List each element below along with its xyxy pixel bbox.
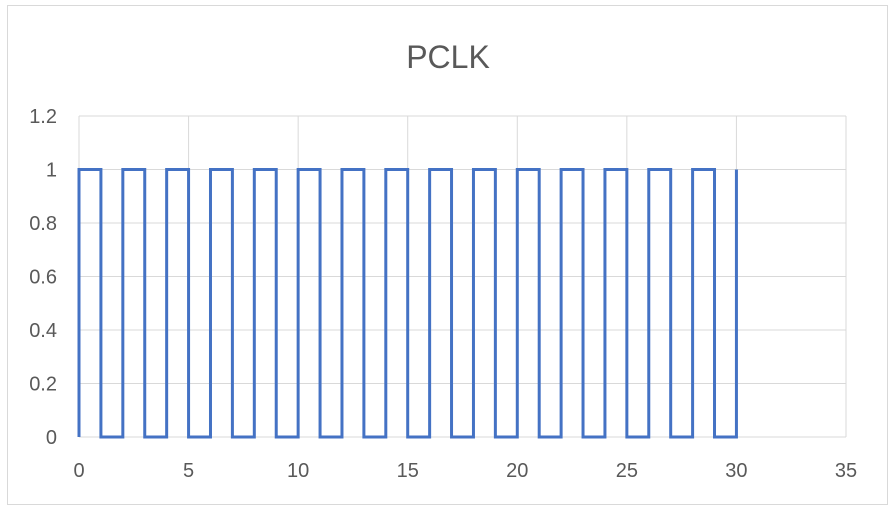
- x-tick-label: 5: [183, 460, 194, 482]
- series-layer: [77, 168, 738, 439]
- x-axis-ticks: 0 5 10 15 20 25 30 35: [73, 460, 857, 482]
- gridlines: [78, 115, 847, 438]
- x-tick-label: 10: [287, 460, 309, 482]
- y-tick-label: 1.2: [29, 106, 57, 128]
- y-tick-label: 0.2: [29, 374, 57, 396]
- y-tick-label: 0: [46, 427, 57, 449]
- y-axis-ticks: 0 0.2 0.4 0.6 0.8 1 1.2: [29, 106, 57, 449]
- y-tick-label: 1: [46, 160, 57, 182]
- x-tick-label: 15: [397, 460, 419, 482]
- x-tick-label: 0: [73, 460, 84, 482]
- series-line: [77, 168, 738, 439]
- chart-area: PCLK 0 5 10 15 20 25 30 35 0 0.2 0.4 0.6 0.8 1 1.2: [7, 5, 888, 505]
- y-tick-label: 0.4: [29, 320, 57, 342]
- y-tick-label: 0.6: [29, 267, 57, 289]
- x-tick-label: 25: [616, 460, 638, 482]
- y-tick-label: 0.8: [29, 213, 57, 235]
- chart-canvas: PCLK 0 5 10 15 20 25 30 35 0 0.2 0.4 0.6 0.8 1 1.2: [29, 39, 857, 482]
- x-tick-label: 20: [506, 460, 528, 482]
- chart-title: PCLK: [406, 39, 490, 75]
- x-tick-label: 35: [835, 460, 857, 482]
- x-tick-label: 30: [725, 460, 747, 482]
